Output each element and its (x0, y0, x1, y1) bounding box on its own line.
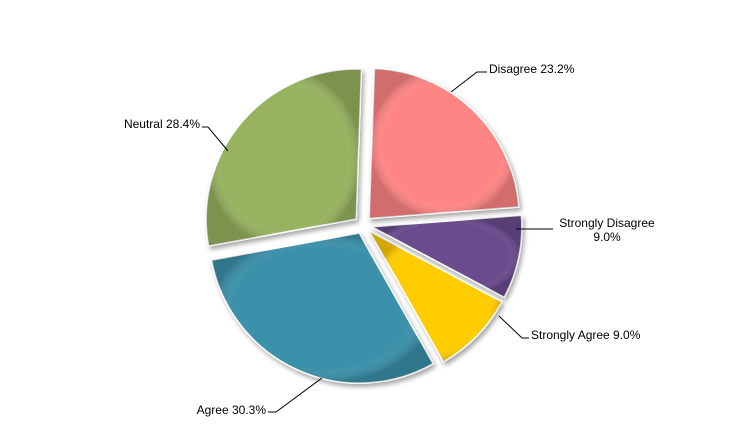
data-label-disagree: Disagree 23.2% (489, 62, 575, 76)
leader-lines (202, 71, 553, 413)
data-label-neutral: Neutral 28.4% (124, 117, 200, 131)
pie-slice-bevel-agree (211, 233, 434, 384)
pie-slice-bevel-neutral (206, 69, 362, 247)
pie-slice-bevel-disagree (369, 68, 519, 219)
data-label-strongly-disagree-line-2: 9.0% (593, 230, 621, 244)
leader-line-neutral (202, 126, 229, 152)
data-label-strongly-agree: Strongly Agree 9.0% (531, 328, 641, 342)
pie-slices (205, 67, 523, 384)
data-label-strongly-disagree-line-1: Strongly Disagree (559, 216, 655, 230)
leader-line-disagree (450, 71, 487, 93)
pie-slice-bevel-strongly-disagree (371, 215, 522, 298)
leader-line-agree (268, 377, 323, 413)
data-label-agree: Agree 30.3% (197, 403, 267, 417)
pie-slice-bevel-strongly-agree (369, 231, 502, 362)
leader-line-strongly-agree (498, 315, 529, 339)
